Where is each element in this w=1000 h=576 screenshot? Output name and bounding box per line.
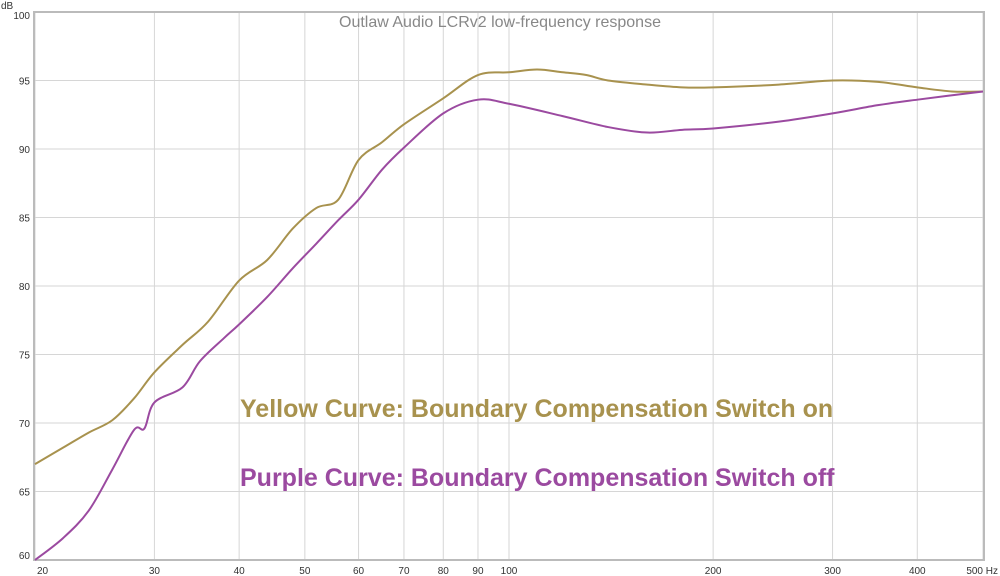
y-tick-label: 90 [19,145,31,156]
x-tick-label: 50 [299,566,311,576]
y-tick-label: 100 [13,11,30,22]
y-tick-label: 65 [19,488,31,499]
x-tick-label: 90 [472,566,484,576]
x-tick-label: 60 [353,566,365,576]
x-tick-label: 500 Hz [966,566,998,576]
y-tick-label: 75 [19,351,31,362]
x-tick-label: 300 [824,566,841,576]
y-tick-label: 85 [19,214,31,225]
series-line-switch-on [34,68,984,465]
annotation-purple-curve: Purple Curve: Boundary Compensation Swit… [240,464,835,492]
y-tick-label: 95 [19,77,31,88]
plot-frame [33,11,985,561]
x-tick-label: 20 [37,566,49,576]
axis-ticks: 20 30 40 50 60 70 80 90 100 200 300 400 500 Hz 60 65 70… [13,11,998,576]
series-lines [34,68,984,561]
annotation-yellow-curve: Yellow Curve: Boundary Compensation Swit… [240,395,833,423]
x-tick-label: 400 [909,566,926,576]
series-line-switch-off [34,90,984,561]
x-tick-label: 200 [705,566,722,576]
y-tick-label: 80 [19,282,31,293]
y-axis-label: dB [1,1,14,12]
y-tick-label: 70 [19,419,31,430]
x-tick-label: 100 [501,566,518,576]
x-tick-label: 80 [438,566,450,576]
y-tick-label: 60 [19,551,31,562]
x-tick-label: 40 [234,566,246,576]
chart-title: Outlaw Audio LCRv2 low-frequency respons… [339,14,661,31]
x-tick-label: 70 [398,566,410,576]
x-tick-label: 30 [149,566,161,576]
